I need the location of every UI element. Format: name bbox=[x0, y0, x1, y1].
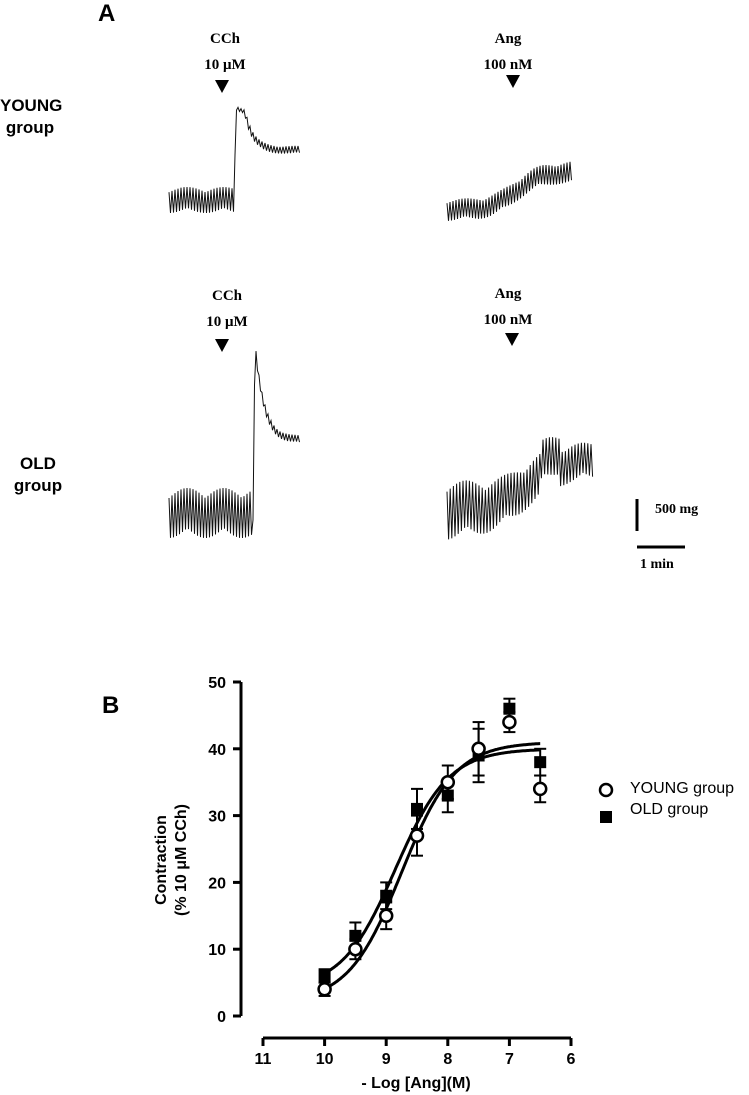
data-point-young bbox=[348, 941, 363, 957]
y-axis-label-units: (% 10 μM CCh) bbox=[173, 804, 190, 916]
arrow-down-icon bbox=[215, 339, 229, 352]
trace-old-cch bbox=[168, 351, 300, 539]
data-point-old bbox=[411, 802, 423, 815]
x-tick-label: 11 bbox=[255, 1051, 272, 1068]
x-tick-label: 7 bbox=[505, 1051, 514, 1068]
stimulus-drug: Ang bbox=[494, 31, 522, 47]
dose-response-chart: 0 10 20 30 40 50 11 10 9 8 7 6 Contraction (% 10 μM… bbox=[153, 675, 576, 1092]
fit-curve bbox=[323, 742, 541, 991]
arrow-down-icon bbox=[506, 75, 520, 88]
data-point-young bbox=[471, 741, 486, 757]
stimulus-drug: CCh bbox=[209, 31, 240, 47]
legend-label-old: OLD group bbox=[630, 801, 709, 818]
data-point-old bbox=[318, 969, 331, 982]
panel-a-letter: A bbox=[98, 0, 116, 27]
arrow-down-icon bbox=[505, 333, 519, 346]
data-point-young bbox=[440, 774, 456, 790]
young-group-label: YOUNG group bbox=[0, 95, 63, 139]
stimulus-label: CCh 10 μM bbox=[180, 26, 270, 78]
stimulus-drug: Ang bbox=[494, 286, 522, 302]
trace-old-ang bbox=[446, 437, 594, 540]
y-tick-label: 0 bbox=[217, 1009, 226, 1026]
legend-marker-old bbox=[600, 811, 612, 823]
y-tick-label: 20 bbox=[208, 875, 226, 892]
data-point-young bbox=[317, 982, 332, 997]
stimulus-label: Ang 100 nM bbox=[463, 281, 553, 333]
y-tick-label: 50 bbox=[208, 675, 226, 692]
x-tick-label: 6 bbox=[567, 1051, 576, 1068]
legend-label-young: YOUNG group bbox=[630, 780, 735, 797]
y-tick-label: 40 bbox=[208, 742, 226, 759]
stimulus-dose: 10 μM bbox=[204, 57, 246, 73]
stimulus-dose: 100 nM bbox=[483, 312, 533, 328]
trace-young-ang bbox=[446, 161, 572, 221]
x-axis-label: - Log [Ang](M) bbox=[361, 1075, 470, 1092]
y-axis-label: Contraction bbox=[153, 815, 170, 905]
legend-markers bbox=[598, 782, 614, 823]
force-scale-label: 500 mg bbox=[655, 502, 699, 517]
trace-young-cch bbox=[168, 106, 300, 214]
y-tick-label: 10 bbox=[208, 942, 226, 959]
stimulus-label: Ang 100 nM bbox=[463, 26, 553, 78]
old-group-label: OLD group bbox=[8, 453, 68, 497]
stimulus-dose: 100 nM bbox=[483, 57, 533, 73]
data-point-old bbox=[380, 889, 393, 902]
data-point-young bbox=[409, 828, 425, 843]
traces-svg bbox=[168, 75, 685, 549]
stimulus-label: CCh 10 μM bbox=[182, 283, 272, 335]
data-point-old bbox=[441, 789, 454, 802]
legend-marker-young bbox=[598, 782, 614, 798]
x-tick-label: 8 bbox=[443, 1051, 452, 1068]
old-label-line1: OLD bbox=[20, 454, 56, 473]
x-tick-label: 10 bbox=[316, 1051, 334, 1068]
data-point-old bbox=[349, 929, 362, 942]
data-point-old bbox=[503, 702, 516, 715]
young-label-line1: YOUNG bbox=[0, 96, 63, 115]
young-label-line2: group bbox=[5, 118, 55, 137]
data-point-young bbox=[378, 908, 394, 924]
panel-b-letter: B bbox=[102, 692, 120, 719]
time-scale-label: 1 min bbox=[640, 557, 674, 572]
x-tick-label: 9 bbox=[382, 1051, 391, 1068]
data-point-young bbox=[502, 714, 517, 730]
old-label-line2: group bbox=[13, 476, 63, 495]
data-point-young bbox=[532, 781, 548, 797]
y-tick-label: 30 bbox=[208, 809, 226, 826]
data-point-old bbox=[534, 756, 547, 769]
stimulus-drug: CCh bbox=[211, 288, 242, 304]
stimulus-dose: 10 μM bbox=[206, 314, 248, 330]
arrow-down-icon bbox=[215, 80, 229, 93]
